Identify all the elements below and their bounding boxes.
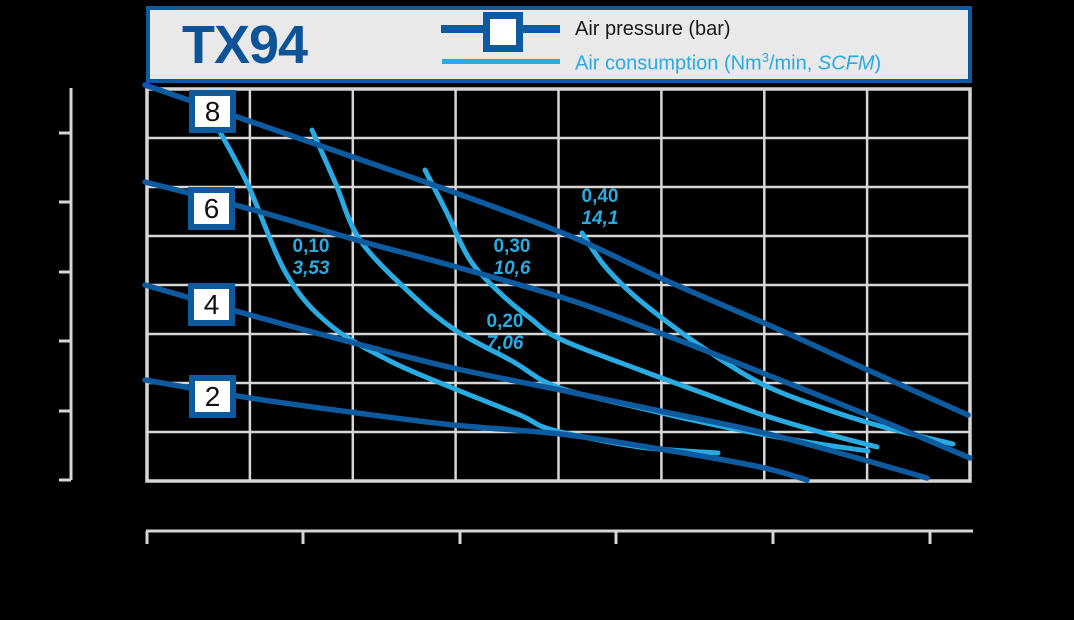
bottom-axis (145, 529, 973, 544)
consumption-label-040-nm3: 0,40 (581, 186, 619, 207)
consumption-label-010-scfm: 3,53 (292, 257, 330, 279)
consumption-label-040-scfm: 14,1 (581, 207, 619, 229)
pressure-badge-2bar: 2 (189, 375, 236, 418)
consumption-curve-020 (309, 127, 871, 454)
pressure-badge-4bar: 4 (188, 283, 235, 326)
pressure-badge-8bar-value: 8 (204, 95, 221, 127)
consumption-legend-superscript: 3 (761, 50, 769, 65)
pressure-line-8bar (142, 82, 971, 418)
pressure-badge-4bar-value: 4 (203, 288, 220, 320)
consumption-legend-prefix: Air consumption (Nm (575, 52, 762, 75)
model-title: TX94 (182, 15, 308, 75)
pressure-badge-2bar-value: 2 (204, 380, 221, 412)
consumption-label-010-nm3: 0,10 (292, 236, 330, 257)
consumption-legend-mid: /min, (768, 52, 818, 75)
pressure-legend-label: Air pressure (bar) (575, 18, 731, 40)
consumption-label-020-scfm: 7,06 (486, 332, 524, 354)
consumption-legend-suffix: ) (874, 52, 882, 75)
consumption-label-030-scfm: 10,6 (493, 257, 531, 279)
pressure-badge-8bar: 8 (189, 90, 236, 133)
pressure-line-4bar (142, 282, 930, 481)
consumption-legend-scfm: SCFM (817, 52, 875, 75)
pressure-line-6bar (142, 179, 973, 461)
consumption-label-020-nm3: 0,20 (486, 311, 524, 332)
pressure-badge-6bar-value: 6 (203, 192, 220, 224)
consumption-curve-030 (422, 167, 880, 450)
consumption-label-030-nm3: 0,30 (493, 236, 531, 257)
consumption-label-010: 0,10 3,53 (276, 236, 346, 279)
grid-lines (147, 89, 970, 481)
consumption-legend-label: Air consumption (Nm3/min, SCFM) (575, 50, 881, 76)
left-axis (59, 88, 73, 482)
header-legend-box: TX94 Air pressure (bar) Air consumption … (146, 6, 972, 83)
pressure-badge-6bar: 6 (188, 187, 235, 230)
consumption-label-020: 0,20 7,06 (470, 311, 540, 354)
consumption-label-040: 0,40 14,1 (565, 186, 635, 229)
consumption-label-030: 0,30 10,6 (477, 236, 547, 279)
pressure-legend-square-icon (483, 12, 523, 52)
pressure-line-2bar (142, 377, 810, 483)
consumption-legend-line-icon (442, 59, 560, 64)
